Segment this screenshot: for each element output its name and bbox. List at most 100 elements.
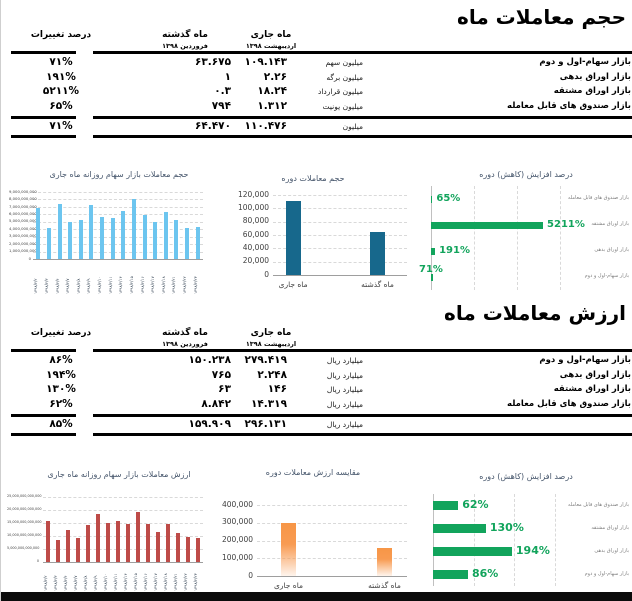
bar-value-label: 62% (462, 498, 489, 512)
chart-title: مقایسه ارزش معاملات دوره (265, 468, 361, 477)
unit-cell: میلیارد ریال (326, 371, 363, 380)
gridline (43, 523, 203, 524)
unit-cell: میلیارد ریال (326, 385, 363, 394)
chart-value-period: مقایسه ارزش معاملات دوره 400,000 300,000 2… (213, 460, 413, 591)
current-month-cell: ۱۰۹.۱۴۳ (244, 56, 287, 68)
unit-cell: میلیون یونیت (322, 102, 363, 111)
gridline (43, 549, 203, 550)
y-axis-tick-label: 7,000,000,000 (9, 203, 37, 209)
gridline (33, 192, 203, 193)
y-axis-tick-label: 20,000,000,000,000 (7, 506, 42, 511)
chart-title: حجم معاملات دوره (281, 174, 345, 183)
y-axis-tick-label: 9,000,000,000 (9, 188, 37, 194)
last-month-cell: ۸.۸۴۲ (201, 398, 231, 410)
x-axis-date-label: ۱۳۹۸/۲/۱۷ (153, 573, 158, 591)
data-bar (196, 538, 200, 562)
unit-cell: میلیون قرارداد (318, 87, 363, 96)
x-axis-date-label: ۱۳۹۸/۲/۱۴ (118, 276, 124, 294)
x-axis-date-label: ۱۳۹۸/۲/۴ (63, 575, 68, 591)
pct-change-cell: ۷۱% (49, 56, 73, 68)
bar-value-label: 71% (419, 264, 443, 275)
market-label: بازار صندوق های قابل معامله (507, 399, 631, 409)
market-label: بازار اوراق بدهی (559, 370, 631, 380)
gridline (33, 251, 203, 253)
gridline (273, 221, 407, 223)
data-bar (431, 195, 433, 203)
data-bar (146, 524, 150, 562)
x-axis-category-label: ماه جاری (273, 581, 304, 590)
data-bar (126, 523, 130, 562)
x-axis-date-label: ۱۳۹۸/۲/۲۳ (193, 573, 198, 591)
data-bar (89, 204, 94, 259)
x-axis-date-label: ۱۳۹۸/۲/۱۱ (113, 573, 118, 591)
x-axis-date-label: ۱۳۹۸/۲/۷ (65, 278, 71, 294)
gridline (273, 248, 407, 250)
category-label: بازار اوراق بدهی (594, 247, 629, 253)
category-label: بازار سهام-اول و دوم (584, 273, 629, 279)
value-section-title: ارزش معاملات ماه (444, 301, 626, 325)
current-month-cell: ۲۷۹.۴۱۹ (244, 354, 287, 366)
y-axis-tick-label: 60,000 (242, 229, 269, 239)
data-bar (96, 513, 100, 562)
pct-change-cell: ۱۹۱% (46, 71, 76, 83)
x-axis-date-label: ۱۳۹۸/۲/۴ (54, 278, 60, 294)
chart-volume-period: حجم معاملات دوره 120,000 100,000 80,000 60,… (213, 166, 413, 302)
gridline (43, 510, 203, 511)
chart-title: درصد افزایش (کاهش) دوره (479, 170, 573, 179)
data-bar (86, 524, 90, 562)
x-axis-date-label: ۱۳۹۸/۲/۲۱ (171, 276, 177, 294)
pct-change-cell: ۸۶% (49, 354, 73, 366)
y-axis-tick-label: 8,000,000,000 (9, 196, 37, 202)
data-bar (68, 221, 73, 259)
last-month-header: ماه گذشته (162, 328, 208, 338)
chart-volume-change: درصد افزایش (کاهش) دوره 65% بازار صندوق ه… (419, 166, 632, 302)
data-bar (110, 218, 115, 259)
y-axis-tick-label: 2,000,000,000 (9, 240, 37, 246)
y-axis-tick-label: 0 (248, 570, 253, 580)
table-rule (11, 349, 76, 352)
gridline (33, 244, 203, 246)
x-axis-category-label: ماه جاری (278, 280, 308, 289)
current-month-cell: ۲.۲۴۸ (257, 369, 287, 381)
gridline (433, 494, 434, 586)
gridline (273, 208, 407, 210)
table-rule (11, 116, 76, 119)
data-bar (431, 247, 436, 255)
x-axis-date-label: ۱۳۹۸/۲/۳ (43, 278, 49, 294)
data-bar (106, 523, 110, 562)
y-axis-tick-label: 5,000,000,000,000 (7, 545, 40, 550)
x-axis-date-label: ۱۳۹۸/۲/۷ (73, 575, 78, 591)
unit-cell: میلیون سهم (325, 58, 363, 67)
table-rule (11, 51, 76, 54)
pct-change-cell: ۶۵% (49, 100, 73, 112)
x-axis-date-label: ۱۳۹۸/۲/۱۸ (163, 573, 168, 591)
data-bar (176, 533, 180, 562)
pct-change-cell: ۱۹۴% (46, 369, 76, 381)
current-month-subheader: اردیبهشت ۱۳۹۸ (245, 340, 297, 348)
data-bar (121, 210, 126, 259)
gridline (273, 261, 407, 263)
data-bar (116, 521, 120, 562)
market-label: بازار سهام-اول و دوم (539, 57, 631, 67)
category-label: بازار اوراق مشتقه (591, 524, 629, 531)
category-label: بازار سهام-اول و دوم (584, 570, 629, 577)
last-month-cell: ۶۳ (218, 383, 231, 395)
last-month-cell: ۷۶۵ (211, 369, 231, 381)
y-axis-tick-label: 5,000,000,000 (9, 218, 37, 224)
x-axis-date-label: ۱۳۹۸/۲/۱۶ (139, 276, 145, 294)
current-month-cell: ۱۴.۳۱۹ (250, 398, 287, 410)
data-bar (433, 524, 486, 533)
x-axis-date-label: ۱۳۹۸/۲/۱۷ (150, 276, 156, 294)
y-axis-tick-label: 0 (28, 255, 31, 261)
y-axis-tick-label: 200,000 (221, 535, 253, 544)
data-bar (163, 212, 168, 259)
gridline (474, 186, 475, 290)
volume-section-title: حجم معاملات ماه (457, 5, 626, 29)
bar-value-label: 194% (515, 544, 550, 558)
unit-cell: میلیارد ریال (326, 400, 363, 409)
total-unit-cell: میلیارد ریال (326, 420, 363, 429)
pct-change-cell: ۶۲% (49, 398, 73, 410)
data-bar (431, 273, 433, 281)
gridline (257, 540, 407, 542)
